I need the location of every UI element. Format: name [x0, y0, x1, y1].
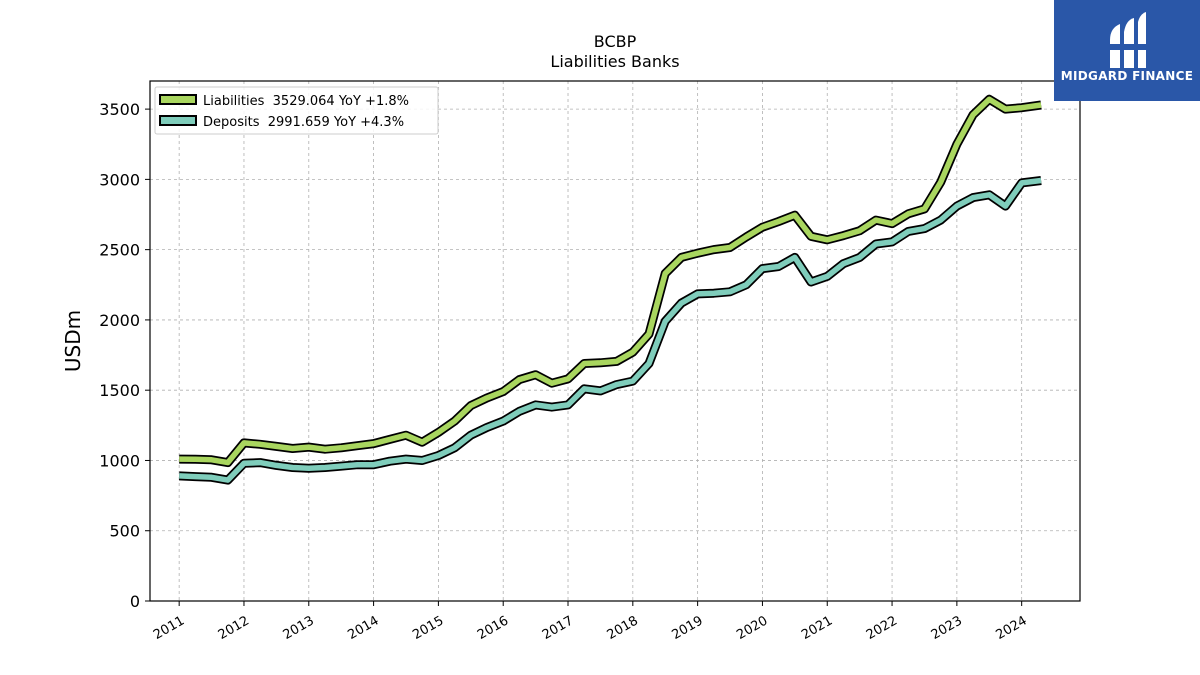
legend: Liabilities 3529.064 YoY +1.8% Deposits 2… [154, 86, 439, 135]
x-tick-label: 2011 [151, 613, 187, 643]
y-tick-label: 1500 [99, 381, 140, 400]
legend-label-deposits: Deposits 2991.659 YoY +4.3% [203, 115, 404, 130]
x-tick-label: 2013 [281, 613, 317, 643]
midgard-logo-icon [1104, 10, 1152, 74]
legend-swatch-liabilities [159, 94, 197, 105]
x-axis-ticks: 2011 2012 2013 2014 2015 2016 2017 2018 2019 2020… [151, 601, 1030, 643]
y-axis-ticks: 0 500 1000 1500 2000 2500 3000 3500 [99, 100, 150, 611]
y-tick-label: 3000 [99, 170, 140, 189]
x-tick-label: 2015 [410, 613, 446, 643]
y-tick-label: 500 [109, 522, 140, 541]
x-tick-label: 2016 [475, 613, 511, 643]
x-tick-label: 2019 [669, 613, 705, 643]
chart-title: BCBP [594, 32, 637, 51]
y-axis-label: USDm [61, 310, 85, 372]
x-tick-label: 2018 [605, 613, 641, 643]
x-tick-label: 2020 [734, 613, 770, 643]
y-tick-label: 2500 [99, 241, 140, 260]
x-tick-label: 2014 [345, 613, 381, 643]
series-liabilities [179, 94, 1042, 468]
legend-label-liabilities: Liabilities 3529.064 YoY +1.8% [203, 94, 409, 109]
y-tick-label: 1000 [99, 451, 140, 470]
legend-box [154, 86, 439, 135]
midgard-finance-logo: MIDGARD FINANCE [1054, 0, 1200, 101]
x-tick-label: 2021 [799, 613, 835, 643]
y-tick-label: 3500 [99, 100, 140, 119]
y-tick-label: 2000 [99, 311, 140, 330]
series-lines [179, 94, 1042, 485]
x-tick-label: 2024 [994, 613, 1030, 643]
x-tick-label: 2017 [540, 613, 576, 643]
chart-subtitle: Liabilities Banks [550, 52, 679, 71]
y-tick-label: 0 [130, 592, 140, 611]
series-deposits [179, 176, 1042, 485]
x-tick-label: 2023 [929, 613, 965, 643]
x-tick-label: 2012 [216, 613, 252, 643]
x-tick-label: 2022 [864, 613, 900, 643]
plot-frame [149, 80, 1081, 602]
series-line [179, 177, 1042, 483]
series-line [179, 96, 1042, 466]
grid-lines [150, 81, 1080, 602]
logo-text: MIDGARD FINANCE [1060, 69, 1194, 83]
legend-swatch-deposits [159, 115, 197, 126]
